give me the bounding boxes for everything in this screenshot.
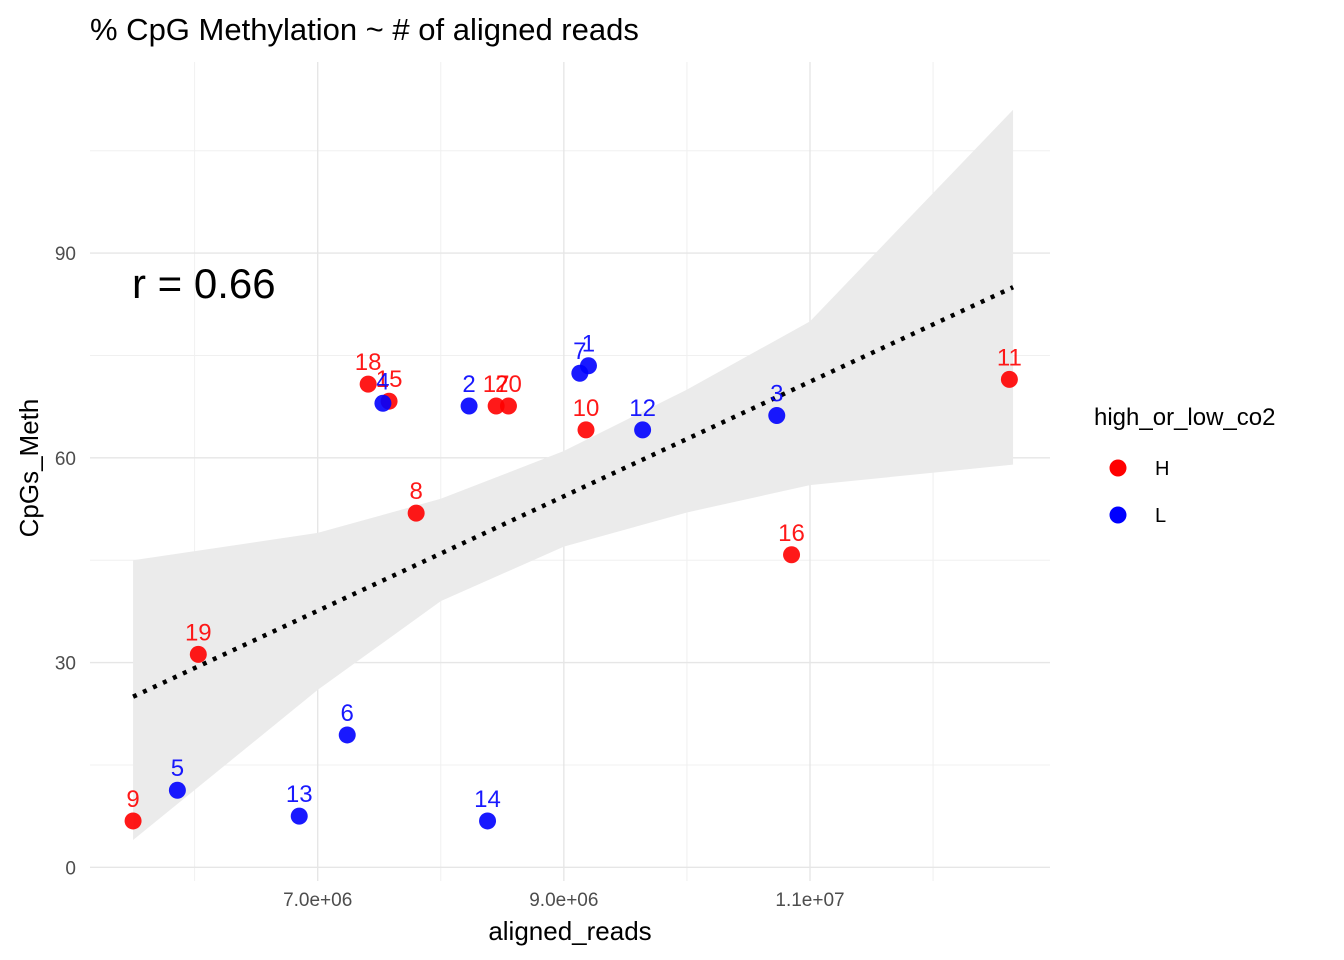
point-label-17: 17 xyxy=(483,371,510,398)
data-point-L-4 xyxy=(374,394,392,412)
data-point-H-8 xyxy=(407,504,425,522)
point-label-20: 20 xyxy=(495,371,522,398)
data-point-L-14 xyxy=(479,812,497,830)
point-label-8: 8 xyxy=(409,478,422,505)
legend-entries: HL xyxy=(1109,458,1169,527)
confidence-band-layer xyxy=(133,109,1014,841)
data-point-H-10 xyxy=(577,421,595,439)
legend-label-H: H xyxy=(1155,458,1169,480)
legend: high_or_low_co2 HL xyxy=(1094,404,1275,527)
y-tick-label: 90 xyxy=(55,244,76,265)
data-point-L-6 xyxy=(338,726,356,744)
y-tick-label: 60 xyxy=(55,449,76,470)
data-point-H-11 xyxy=(1000,370,1018,388)
data-point-H-20 xyxy=(499,397,517,415)
regression-layer xyxy=(132,285,1015,699)
data-point-L-13 xyxy=(290,807,308,825)
data-point-L-2 xyxy=(460,397,478,415)
data-point-H-17 xyxy=(487,397,505,415)
data-point-H-18 xyxy=(359,375,377,393)
point-label-6: 6 xyxy=(341,700,354,727)
legend-key-L xyxy=(1109,506,1127,524)
regression-line xyxy=(132,285,1015,699)
correlation-annotation: r = 0.66 xyxy=(132,260,276,307)
legend-title: high_or_low_co2 xyxy=(1094,404,1275,431)
point-label-1: 1 xyxy=(582,331,595,358)
point-label-9: 9 xyxy=(126,786,139,813)
x-axis-title: aligned_reads xyxy=(488,916,651,946)
point-label-19: 19 xyxy=(185,619,212,646)
point-label-18: 18 xyxy=(355,349,382,376)
point-label-4: 4 xyxy=(376,368,389,395)
data-point-H-19 xyxy=(189,645,207,663)
data-point-L-1 xyxy=(579,357,597,375)
point-label-11: 11 xyxy=(997,344,1022,371)
point-label-10: 10 xyxy=(573,395,600,422)
data-point-L-5 xyxy=(168,781,186,799)
confidence-band xyxy=(133,109,1014,841)
legend-key-H xyxy=(1109,459,1127,477)
chart-title: % CpG Methylation ~ # of aligned reads xyxy=(90,12,639,47)
y-tick-labels: 0 30 60 90 xyxy=(55,244,76,879)
y-axis-title: CpGs_Meth xyxy=(14,399,44,538)
x-tick-label: 1.1e+07 xyxy=(775,890,844,911)
x-tick-label: 7.0e+06 xyxy=(283,890,352,911)
point-label-7: 7 xyxy=(573,338,586,365)
y-tick-label: 0 xyxy=(65,858,76,879)
data-point-H-16 xyxy=(783,546,801,564)
point-label-16: 16 xyxy=(778,520,805,547)
x-tick-label: 9.0e+06 xyxy=(529,890,598,911)
data-point-L-3 xyxy=(768,407,786,425)
point-label-3: 3 xyxy=(770,381,783,408)
point-label-12: 12 xyxy=(629,395,656,422)
point-label-5: 5 xyxy=(171,755,184,782)
y-tick-label: 30 xyxy=(55,654,76,675)
point-label-2: 2 xyxy=(462,371,475,398)
point-label-13: 13 xyxy=(286,781,313,808)
points-layer xyxy=(124,357,1018,830)
x-tick-labels: 7.0e+06 9.0e+06 1.1e+07 xyxy=(283,890,845,911)
data-point-L-12 xyxy=(634,421,652,439)
data-point-H-9 xyxy=(124,812,142,830)
legend-label-L: L xyxy=(1155,505,1166,527)
point-label-15: 15 xyxy=(376,366,403,393)
point-label-14: 14 xyxy=(474,786,501,813)
